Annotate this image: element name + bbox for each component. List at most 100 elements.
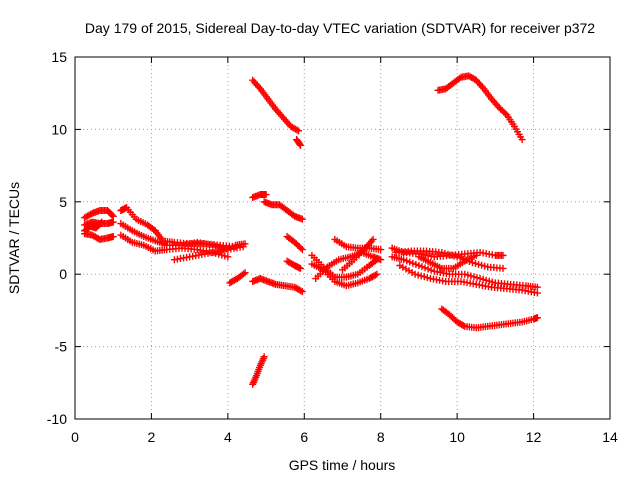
- data-point: [108, 211, 116, 219]
- series-arc16: [249, 275, 306, 296]
- data-point: [488, 278, 496, 286]
- series-arc12: [249, 191, 270, 201]
- data-point: [297, 287, 305, 295]
- data-point: [222, 245, 230, 253]
- data-point: [482, 276, 490, 284]
- chart-title: Day 179 of 2015, Sidereal Day-to-day VTE…: [85, 20, 595, 36]
- data-point: [478, 261, 486, 269]
- data-point: [212, 242, 220, 250]
- data-point: [241, 269, 249, 277]
- data-point: [262, 191, 270, 199]
- data-point: [423, 274, 431, 282]
- series-arc4: [81, 218, 106, 235]
- series-arc15: [283, 257, 304, 272]
- x-tick-label: 14: [602, 429, 618, 445]
- data-point: [240, 270, 248, 278]
- x-tick-label: 6: [300, 429, 308, 445]
- data-point: [501, 109, 509, 117]
- data-point: [297, 244, 305, 252]
- data-point: [518, 136, 526, 144]
- data-point: [221, 252, 229, 260]
- data-point: [369, 235, 377, 243]
- x-tick-label: 10: [449, 429, 465, 445]
- x-tick-label: 0: [71, 429, 79, 445]
- data-point: [459, 321, 467, 329]
- data-point: [468, 259, 476, 267]
- x-tick-label: 2: [148, 429, 156, 445]
- y-tick-label: 5: [59, 194, 67, 210]
- y-tick-label: -10: [47, 411, 67, 427]
- data-point: [409, 259, 417, 267]
- series-arc1: [81, 206, 117, 222]
- data-point: [447, 251, 455, 259]
- data-point: [109, 218, 117, 226]
- data-point: [453, 253, 461, 261]
- series-arc27: [415, 251, 480, 272]
- series-arc14: [283, 233, 306, 254]
- data-point: [411, 270, 419, 278]
- data-point: [296, 141, 304, 149]
- data-point: [98, 218, 106, 226]
- data-point: [406, 258, 414, 266]
- series-arc11: [293, 136, 304, 149]
- series-arc21: [331, 235, 385, 254]
- data-point: [296, 264, 304, 272]
- y-tick-labels: -10 -5 0 5 10 15: [47, 49, 67, 427]
- series-arc25: [396, 262, 541, 297]
- data-point: [464, 271, 472, 279]
- data-point: [224, 253, 232, 261]
- x-tick-labels: 0 2 4 6 8 10 12 14: [71, 429, 618, 445]
- data-point: [298, 288, 306, 296]
- data-point: [373, 270, 381, 278]
- y-tick-label: 0: [59, 266, 67, 282]
- data-point: [456, 254, 464, 262]
- data-point: [421, 264, 429, 272]
- y-tick-label: -5: [55, 339, 68, 355]
- series-arc29: [438, 305, 541, 332]
- series-arc17: [249, 353, 268, 388]
- data-point: [228, 242, 236, 250]
- data-point: [533, 314, 541, 322]
- data-point: [472, 251, 480, 259]
- data-point: [499, 264, 507, 272]
- data-point: [476, 275, 484, 283]
- data-point: [479, 275, 487, 283]
- data-point: [260, 353, 268, 361]
- y-axis-label: SDTVAR / TECUs: [6, 182, 22, 294]
- data-point: [377, 246, 385, 254]
- data-point: [414, 271, 422, 279]
- data-point: [417, 272, 425, 280]
- x-tick-label: 4: [224, 429, 232, 445]
- data-points: [81, 72, 541, 388]
- series-arc22: [339, 235, 377, 274]
- series-arc8: [170, 240, 249, 264]
- data-point: [471, 259, 479, 267]
- series-arc10: [249, 76, 303, 135]
- x-tick-label: 12: [526, 429, 542, 445]
- data-point: [438, 248, 446, 256]
- data-point: [499, 251, 507, 259]
- data-point: [481, 262, 489, 270]
- x-tick-label: 8: [377, 429, 385, 445]
- data-point: [150, 226, 158, 234]
- data-point: [412, 260, 420, 268]
- data-point: [455, 74, 463, 82]
- data-point: [418, 263, 426, 271]
- data-point: [424, 265, 432, 273]
- y-tick-label: 10: [51, 121, 67, 137]
- y-tick-label: 15: [51, 49, 67, 65]
- plot-frame: [74, 56, 611, 420]
- series-arc5: [117, 204, 239, 251]
- data-point: [473, 274, 481, 282]
- data-point: [97, 219, 105, 227]
- data-point: [209, 241, 217, 249]
- data-point: [87, 210, 95, 218]
- data-point: [403, 257, 411, 265]
- data-point: [470, 273, 478, 281]
- data-point: [219, 246, 227, 254]
- data-point: [295, 127, 303, 135]
- data-point: [298, 215, 306, 223]
- series-arc9: [226, 269, 249, 287]
- series-arc7: [117, 231, 232, 261]
- data-point: [485, 277, 493, 285]
